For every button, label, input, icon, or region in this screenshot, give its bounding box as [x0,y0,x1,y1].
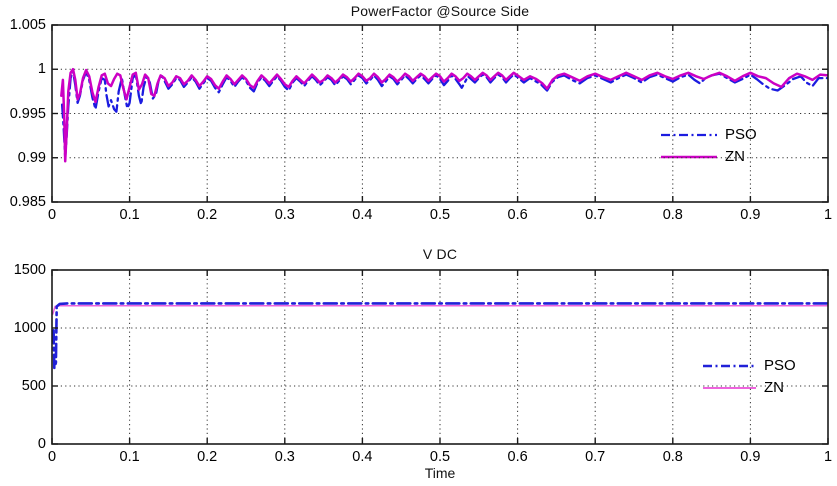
series-pso-line [60,69,828,159]
x-tick-label: 0.9 [740,449,761,465]
legend-label-pso: PSO [764,357,796,374]
x-tick-label: 0.5 [429,449,451,465]
x-tick-label: 0.8 [662,449,683,465]
x-tick-label: 0.4 [352,207,373,223]
chart-powerfactor [51,24,829,203]
chart-vdc [51,269,829,445]
y-tick-label: 500 [21,378,46,394]
series-pso-line [52,302,828,370]
y-tick-label: 1500 [13,262,46,278]
y-tick-label: 1.005 [9,17,46,33]
legend-entry-pso: PSO [702,355,796,377]
x-tick-label: 0.3 [274,207,295,223]
y-tick-label: 1 [37,61,46,78]
x-tick-label: 0.2 [197,207,218,223]
y-tick-label: 0.995 [9,105,46,122]
x-tick-label: 0.4 [352,449,373,465]
x-tick-label: 0.1 [119,449,140,465]
legend-label-zn: ZN [725,148,745,165]
legend-label-pso: PSO [725,126,757,143]
x-tick-label: 1 [823,207,833,223]
axes-box [51,269,829,445]
y-tick-label: 1000 [13,320,46,336]
x-tick-label: 0.2 [197,449,218,465]
x-tick-label: 0.9 [740,207,761,223]
legend-entry-pso: PSO [660,124,757,146]
y-tick-label: 0 [37,436,46,452]
y-tick-label: 0.99 [17,149,46,166]
chart-title-vdc: V DC [422,246,458,262]
x-tick-label: 0 [47,207,57,223]
legend-zn-line-sample-icon [661,155,717,159]
x-tick-label: 0.7 [585,449,606,465]
x-tick-label: 0.7 [585,207,606,223]
time-axis-label: Time [424,465,456,481]
x-tick-label: 0.6 [507,207,528,223]
x-tick-label: 0.6 [507,449,528,465]
legend-pso-line-sample-icon [703,364,756,368]
x-tick-label: 0.5 [429,207,451,223]
legend-powerfactor: PSO ZN [660,124,757,168]
x-tick-label: 1 [823,449,833,465]
legend-zn-line-sample-icon [703,387,756,389]
y-tick-label: 0.985 [9,194,46,210]
x-tick-label: 0.1 [119,207,140,223]
legend-vdc: PSO ZN [702,355,796,399]
chart-title-powerfactor: PowerFactor @Source Side [350,3,530,19]
legend-label-zn: ZN [764,379,784,396]
series-zn-line [52,305,828,315]
x-tick-label: 0.3 [274,449,295,465]
x-tick-label: 0.8 [662,207,683,223]
legend-entry-zn: ZN [702,377,796,399]
legend-entry-zn: ZN [660,146,757,168]
x-tick-label: 0 [47,449,57,465]
series-zn-line [60,67,828,163]
